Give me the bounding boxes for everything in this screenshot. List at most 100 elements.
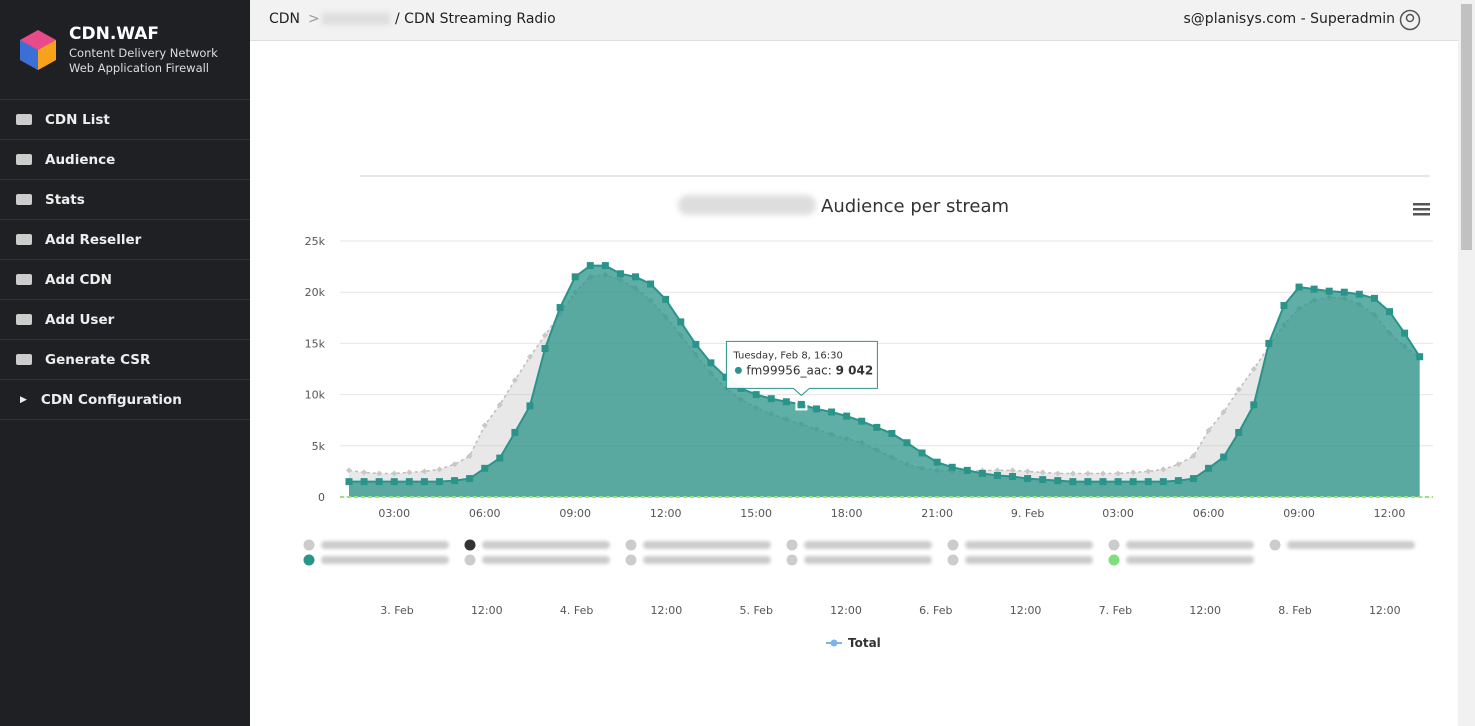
- marker: [451, 477, 459, 485]
- marker: [994, 467, 1001, 474]
- marker: [451, 461, 458, 468]
- menu-item[interactable]: Add Reseller: [0, 220, 250, 260]
- marker: [662, 295, 670, 303]
- legend-blur: [1287, 541, 1415, 549]
- marker: [420, 478, 428, 486]
- legend-dot: [947, 554, 959, 566]
- breadcrumb[interactable]: CDN: [269, 11, 301, 27]
- legend-dot: [1108, 554, 1120, 566]
- legend-blur: [965, 541, 1093, 549]
- marker: [1280, 302, 1288, 310]
- marker: [1054, 470, 1061, 477]
- scrollbar[interactable]: [1458, 0, 1475, 726]
- legend-dot: [1269, 539, 1281, 551]
- marker: [1386, 308, 1394, 316]
- y-tick-label: 15k: [305, 337, 326, 350]
- menu-item[interactable]: CDN List: [0, 100, 250, 140]
- navigator-label: 12:00: [1189, 604, 1221, 617]
- chart: Audience per stream 0 5k 10k 15k 20k 25k 03:00…: [303, 175, 1433, 650]
- legend-blur: [804, 556, 932, 564]
- user[interactable]: s@planisys.com - Superadmin: [1183, 11, 1395, 27]
- legend-dot: [1108, 539, 1120, 551]
- marker: [1145, 468, 1152, 475]
- marker: [1416, 353, 1424, 361]
- menu-item[interactable]: Stats: [0, 180, 250, 220]
- legend-blur: [643, 556, 771, 564]
- navigator-label: 7. Feb: [1099, 604, 1132, 617]
- marker: [1160, 466, 1167, 473]
- marker: [526, 402, 534, 410]
- marker: [1084, 478, 1092, 486]
- marker: [812, 405, 820, 413]
- legend-dot: [947, 539, 959, 551]
- navigator-label: 12:00: [471, 604, 503, 617]
- area-fill: [349, 265, 1420, 497]
- marker: [1189, 475, 1197, 483]
- x-tick-label: 06:00: [1193, 507, 1225, 520]
- marker: [1175, 461, 1182, 468]
- marker: [406, 469, 413, 476]
- marker: [1174, 477, 1182, 485]
- blurred: [322, 13, 390, 25]
- x-tick-label: 9. Feb: [1011, 507, 1044, 520]
- marker: [481, 464, 489, 472]
- legend-blur: [321, 541, 449, 549]
- menu-label: Stats: [45, 191, 85, 208]
- marker: [918, 449, 926, 457]
- menu-button[interactable]: [1413, 203, 1430, 216]
- blurred: [678, 195, 816, 215]
- marker: [707, 359, 715, 367]
- marker: [858, 417, 866, 425]
- marker: [797, 400, 805, 408]
- marker: [1340, 288, 1348, 296]
- series-line: [349, 264, 1421, 483]
- marker: [496, 454, 504, 462]
- marker: [1039, 476, 1047, 484]
- legend-dot: [786, 539, 798, 551]
- marker: [1250, 401, 1258, 409]
- tooltip-line: fm99956_aac: 9 042: [746, 363, 873, 377]
- marker: [993, 471, 1001, 479]
- marker: [376, 470, 383, 477]
- menu-item[interactable]: Generate CSR: [0, 340, 250, 380]
- legend-dot: [786, 554, 798, 566]
- legend-blur: [804, 541, 932, 549]
- x-tick-label: 03:00: [378, 507, 410, 520]
- marker: [511, 428, 519, 436]
- navigator-label: 8. Feb: [1278, 604, 1311, 617]
- y-tick-label: 10k: [305, 389, 326, 402]
- marker: [873, 423, 881, 431]
- marker: [1235, 428, 1243, 436]
- menu-item[interactable]: Audience: [0, 140, 250, 180]
- sidebar: CDN.WAF Content Delivery Network Web App…: [0, 0, 250, 726]
- marker: [466, 453, 473, 460]
- legend-blur: [321, 556, 449, 564]
- marker: [632, 273, 640, 281]
- legend-blur: [482, 541, 610, 549]
- tooltip-dot: [734, 366, 742, 374]
- x-tick-label: 15:00: [740, 507, 772, 520]
- marker: [466, 475, 474, 483]
- marker: [1024, 468, 1031, 475]
- navigator-label: 6. Feb: [919, 604, 952, 617]
- menu-item[interactable]: Add User: [0, 300, 250, 340]
- tooltip-series: fm99956_aac: [746, 363, 827, 377]
- tooltip-value: 9 042: [836, 363, 874, 377]
- menu-item[interactable]: Add CDN: [0, 260, 250, 300]
- marker: [1144, 478, 1152, 486]
- navigator-label: 3. Feb: [380, 604, 413, 617]
- marker: [978, 469, 986, 477]
- user-icon[interactable]: [1399, 9, 1421, 31]
- legend-label: Total: [848, 636, 881, 650]
- marker: [360, 478, 368, 486]
- legend-blur: [482, 556, 610, 564]
- marker: [1054, 477, 1062, 485]
- marker: [782, 398, 790, 406]
- brand-line: Content Delivery Network: [69, 46, 218, 60]
- menu-item[interactable]: ▶ CDN Configuration: [0, 380, 250, 420]
- hover-marker: [795, 398, 808, 411]
- y-tick-label: 20k: [305, 286, 326, 299]
- marker: [1129, 478, 1137, 486]
- marker: [1370, 294, 1378, 302]
- navigator-label: 12:00: [651, 604, 683, 617]
